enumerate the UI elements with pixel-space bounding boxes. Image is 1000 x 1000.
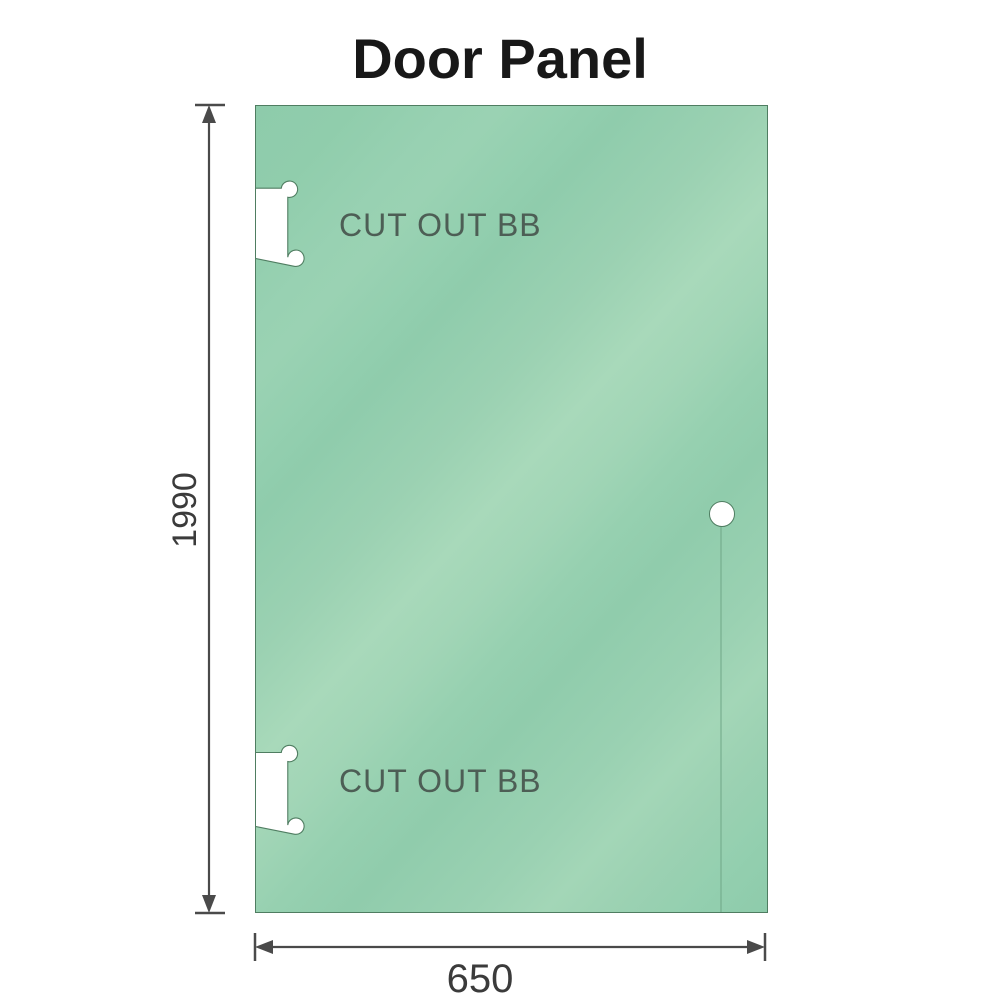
svg-text:1990: 1990: [166, 472, 204, 548]
